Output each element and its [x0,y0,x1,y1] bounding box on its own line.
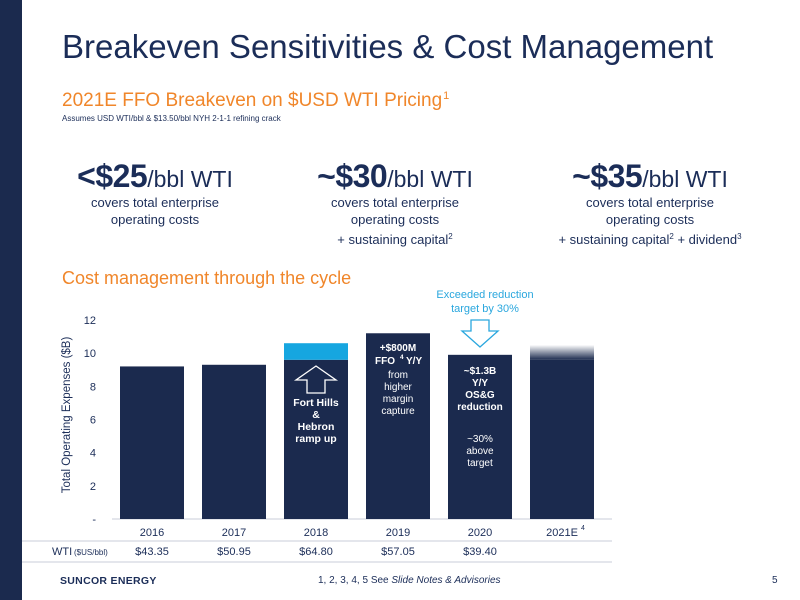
wti-row-label: WTI [52,546,72,558]
y-tick-label: 10 [84,348,96,360]
wti-value: $43.35 [135,546,169,558]
bar-note-2018: Hebron [298,421,335,433]
breakeven-description: covers total enterprise operating costs … [558,195,742,247]
y-tick-label: 8 [90,381,96,393]
breakeven-headline: ~$35/bbl WTI [572,158,728,194]
y-tick-label: 4 [90,448,96,460]
subtitle-footnote: 1 [443,90,450,102]
x-tick-label: 2017 [222,527,246,539]
x-tick-label: 2018 [304,527,328,539]
bar-note-2019-bold: +$800M [380,343,416,354]
bar-note-2020-bold: OS&G [465,390,495,401]
wti-value: $50.95 [217,546,251,558]
bar-note-2018: & [312,409,320,421]
x-tick-label: 2020 [468,527,492,539]
side-accent-bar [0,0,22,600]
breakeven-headline: ~$30/bbl WTI [317,158,473,194]
bar-note-2018: Fort Hills [293,397,339,409]
bar-2018 [284,359,348,519]
bar-note-2019-bold: FFO [375,356,395,367]
increase-arrow-icon [293,365,339,394]
callout-line-2: target by 30% [451,303,519,315]
breakeven-25: <$25/bbl WTI covers total enterprise ope… [50,158,260,228]
bar-2018-increment [284,343,348,360]
breakeven-35: ~$35/bbl WTI covers total enterprise ope… [530,158,770,248]
y-tick-label: 2 [90,481,96,493]
breakeven-description: covers total enterprise operating costs [91,195,219,227]
section-heading: Cost management through the cycle [62,268,352,288]
breakeven-description: covers total enterprise operating costs … [331,195,459,247]
bar-2017 [202,364,266,519]
breakeven-30: ~$30/bbl WTI covers total enterprise ope… [290,158,500,248]
reduction-arrow-icon [460,319,500,348]
x-tick-label: 2021E [546,527,578,539]
y-tick-label: 6 [90,415,96,427]
wti-row-unit: ($US/bbl) [74,548,108,557]
bar-note-2019: margin [383,394,414,405]
y-axis-label: Total Operating Expenses ($B) [61,337,73,494]
bar-2021E [530,359,594,519]
bar-note-2018: ramp up [295,433,336,445]
bar-note-2019-footnote: 4 [400,354,404,361]
bar-note-2020-bold: reduction [457,402,503,413]
x-tick-footnote: 4 [581,525,585,532]
subtitle-text: 2021E FFO Breakeven on $USD WTI Pricing [62,90,443,111]
page-title: Breakeven Sensitivities & Cost Managemen… [62,28,714,65]
bar-note-2020: ~30% [467,434,493,445]
bar-note-2020-bold: Y/Y [472,378,488,389]
bar-note-2019-bold: Y/Y [406,356,422,367]
bar-note-2019: from [388,370,408,381]
wti-value: $64.80 [299,546,333,558]
bar-note-2019: capture [381,406,415,417]
wti-value: $39.40 [463,546,497,558]
breakeven-headline: <$25/bbl WTI [77,158,233,194]
bar-note-2020-bold: ~$1.3B [464,366,497,377]
footer-brand: SUNCOR ENERGY [60,575,157,587]
callout-line-1: Exceeded reduction [436,289,534,301]
bar-2016 [120,366,184,519]
footer-notes: 1, 2, 3, 4, 5 See Slide Notes & Advisori… [318,575,501,586]
x-tick-label: 2016 [140,527,164,539]
y-tick-label: 12 [84,315,96,327]
bar-fade-2021E [530,344,594,360]
subtitle: 2021E FFO Breakeven on $USD WTI Pricing1 [62,90,449,112]
callout-text: Exceeded reduction target by 30% [420,288,550,316]
x-tick-label: 2019 [386,527,410,539]
page-number: 5 [772,575,778,586]
bar-2019 [366,333,430,519]
bar-2020 [448,354,512,519]
bar-note-2019: higher [384,382,412,393]
subtitle-note: Assumes USD WTI/bbl & $13.50/bbl NYH 2-1… [62,114,281,123]
y-tick-label: - [92,514,96,526]
bar-note-2020: target [467,458,493,469]
wti-value: $57.05 [381,546,415,558]
bar-note-2020: above [466,446,494,457]
